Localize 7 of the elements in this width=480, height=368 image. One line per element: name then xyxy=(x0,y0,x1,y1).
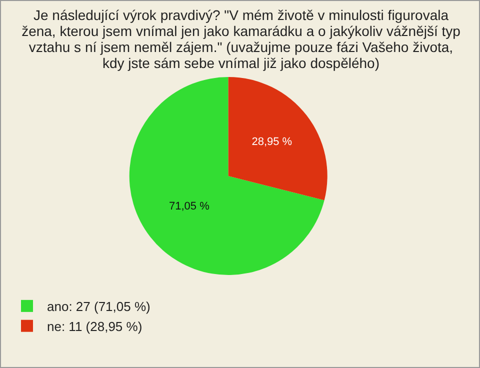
data-label: 28,95 % xyxy=(252,136,292,148)
legend-label: ano: 27 (71,05 %) xyxy=(47,299,150,314)
pie-slice xyxy=(129,77,324,275)
chart-title: Je následující výrok pravdivý? "V mém životě v minulosti figurovala žena, kterou jsem vnímal jen jako kamarádku a o jakýkoliv vážnější typ vztahu s ní jsem neměl zájem." (uvažujme pouze fázi Vašeho života, kdy jste sám sebe vnímal již jako dospělého) xyxy=(21,7,461,71)
data-label: 71,05 % xyxy=(169,200,210,212)
pie-slice xyxy=(228,77,328,200)
legend-label: ne: 11 (28,95 %) xyxy=(47,318,142,334)
